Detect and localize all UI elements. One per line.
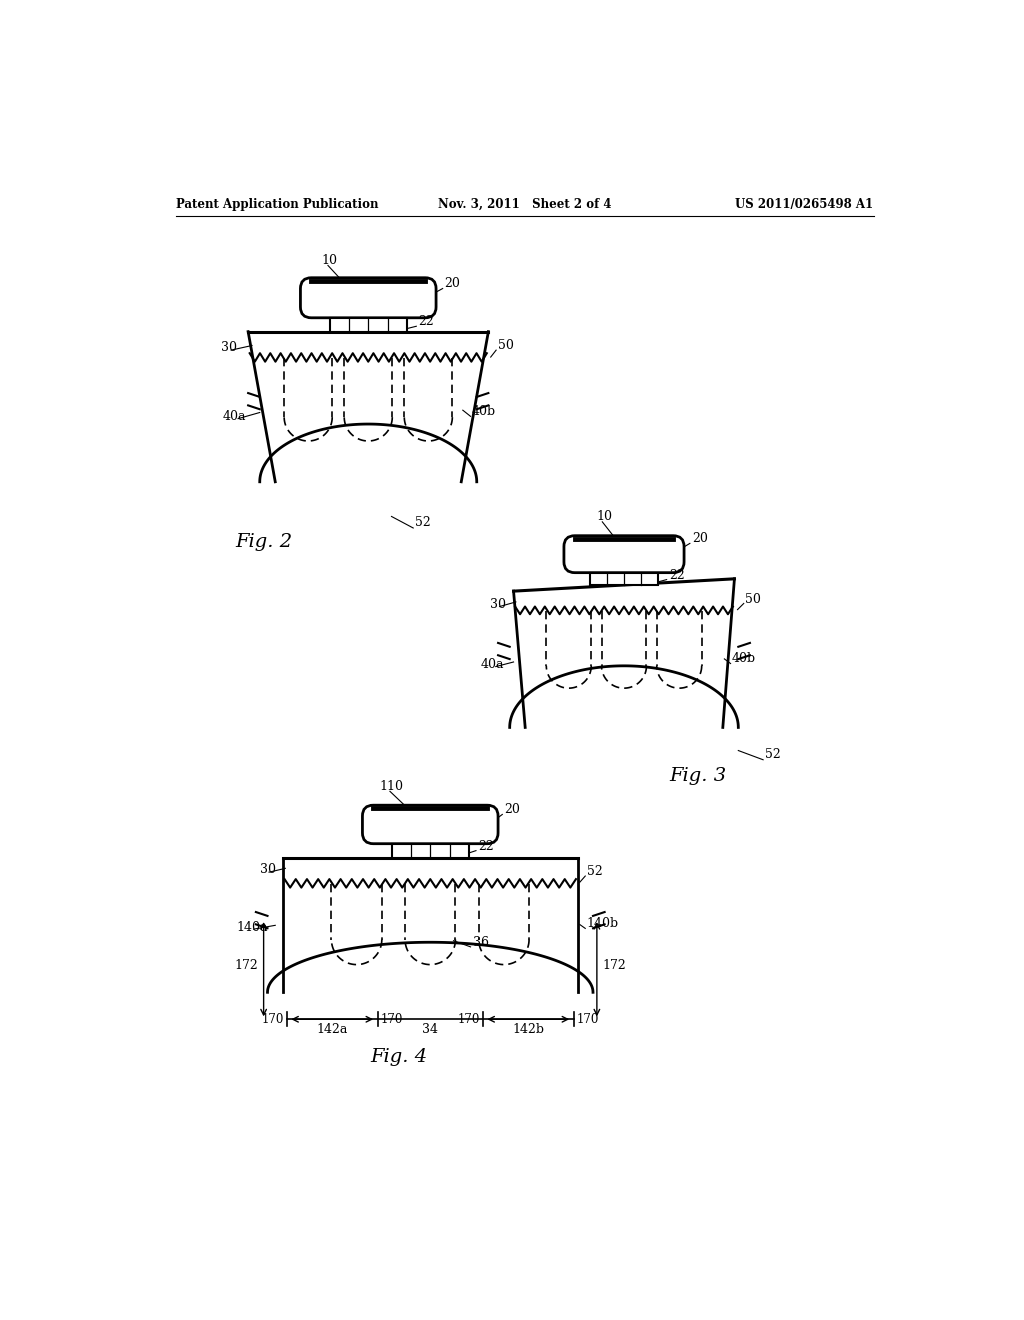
Bar <box>590 573 658 585</box>
Text: 172: 172 <box>602 960 626 973</box>
Text: 50: 50 <box>745 593 761 606</box>
Text: 22: 22 <box>669 569 685 582</box>
Text: 140b: 140b <box>587 917 618 929</box>
Text: 172: 172 <box>234 960 258 973</box>
Text: 40b: 40b <box>472 405 497 418</box>
Text: 20: 20 <box>692 532 708 545</box>
Text: 10: 10 <box>322 253 338 267</box>
Text: 170: 170 <box>380 1014 402 1026</box>
Text: 170: 170 <box>458 1014 480 1026</box>
Text: 52: 52 <box>765 748 781 762</box>
FancyBboxPatch shape <box>300 277 436 318</box>
Text: 10: 10 <box>597 511 613 523</box>
Text: 170: 170 <box>262 1014 284 1026</box>
Text: 40a: 40a <box>480 659 504 671</box>
Text: 52: 52 <box>587 866 602 878</box>
Bar <box>391 843 469 858</box>
Text: 170: 170 <box>577 1014 599 1026</box>
Text: 36: 36 <box>473 936 488 949</box>
Text: 22: 22 <box>478 840 494 853</box>
Text: 142a: 142a <box>316 1023 348 1036</box>
FancyBboxPatch shape <box>362 805 498 843</box>
Text: 34: 34 <box>422 1023 438 1036</box>
Text: Fig. 4: Fig. 4 <box>371 1048 428 1065</box>
Text: 30: 30 <box>490 598 506 611</box>
Text: 30: 30 <box>260 863 275 876</box>
Text: Nov. 3, 2011   Sheet 2 of 4: Nov. 3, 2011 Sheet 2 of 4 <box>438 198 611 211</box>
Text: 50: 50 <box>498 339 514 352</box>
Bar <box>330 318 407 331</box>
Text: Patent Application Publication: Patent Application Publication <box>176 198 379 211</box>
Text: Fig. 2: Fig. 2 <box>236 533 292 552</box>
Text: 22: 22 <box>419 315 434 329</box>
Text: 140a: 140a <box>237 921 268 933</box>
FancyBboxPatch shape <box>564 536 684 573</box>
Text: Fig. 3: Fig. 3 <box>669 767 726 785</box>
Text: US 2011/0265498 A1: US 2011/0265498 A1 <box>735 198 873 211</box>
Text: 52: 52 <box>415 516 430 529</box>
Text: 142b: 142b <box>512 1023 545 1036</box>
Text: 40a: 40a <box>222 411 246 424</box>
Text: 40b: 40b <box>732 652 757 665</box>
Text: 110: 110 <box>380 780 403 793</box>
Text: 20: 20 <box>444 277 460 290</box>
Text: 30: 30 <box>221 341 237 354</box>
Text: 20: 20 <box>505 803 520 816</box>
